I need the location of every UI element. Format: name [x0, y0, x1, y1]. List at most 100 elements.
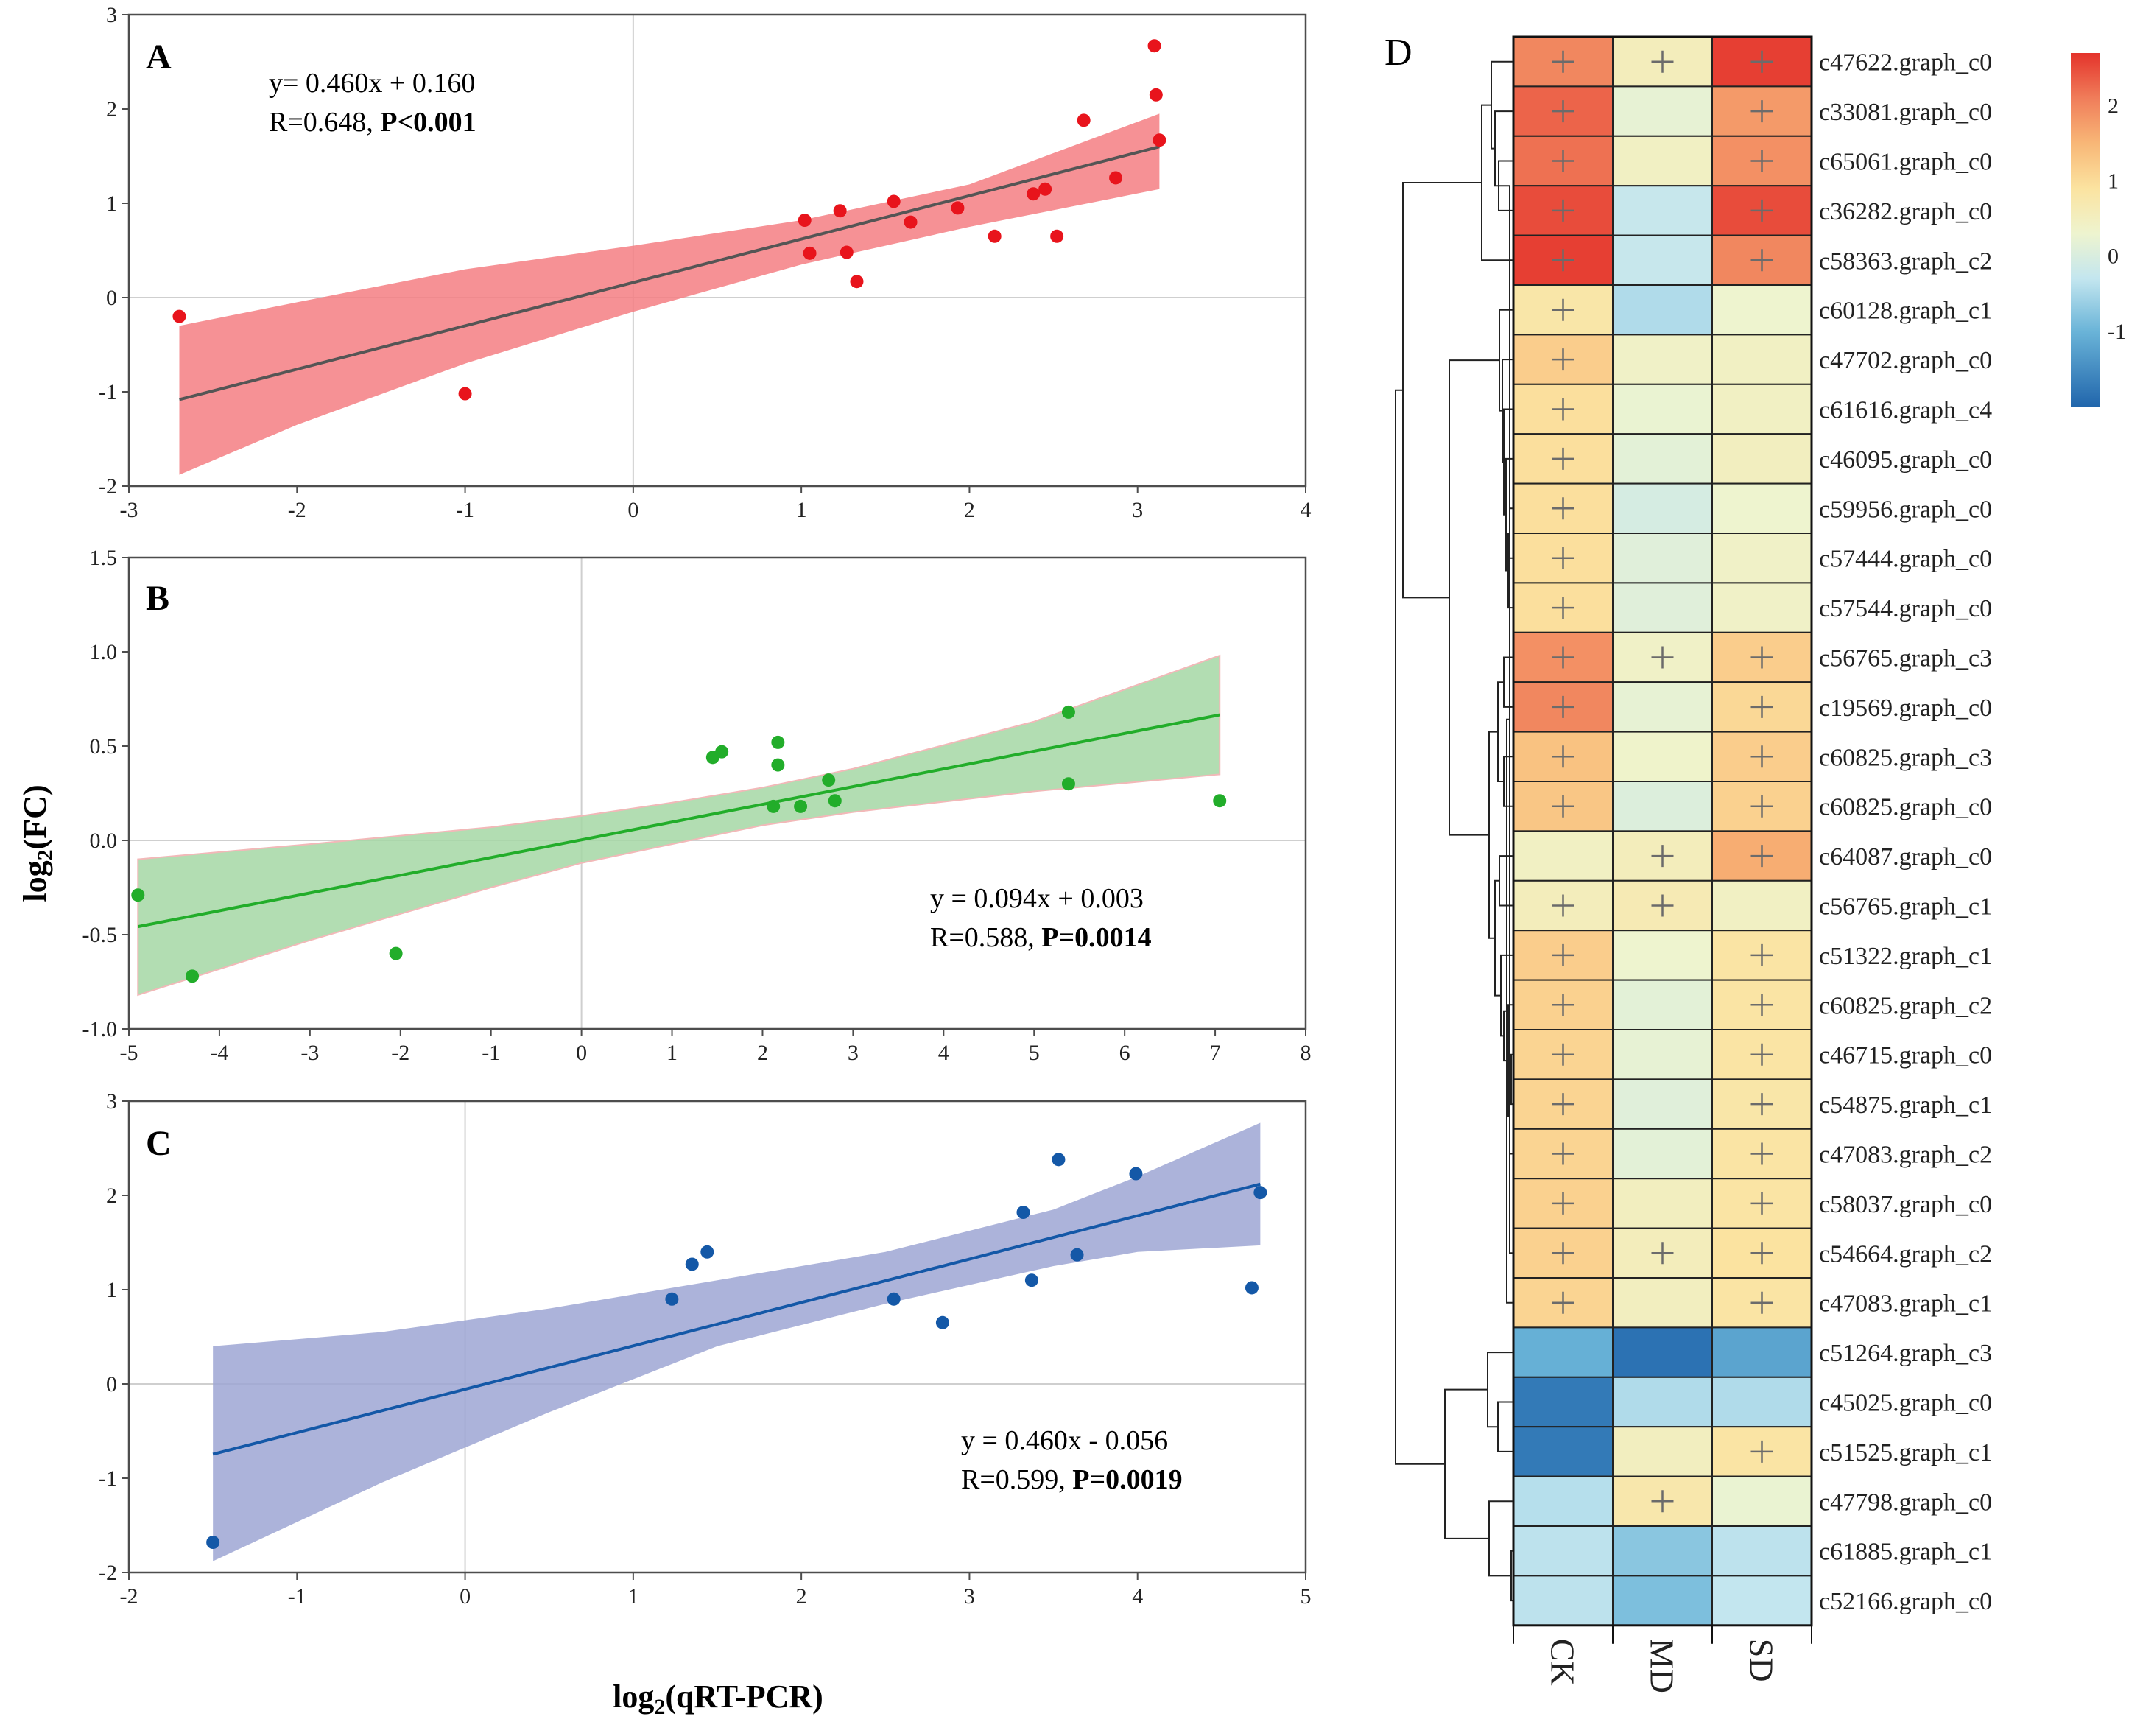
data-point — [1245, 1281, 1259, 1295]
plus-marker — [1552, 199, 1574, 222]
heatmap-cell — [1612, 1078, 1713, 1130]
y-tick-label: 1.5 — [90, 546, 118, 570]
x-tick-label: -1 — [456, 498, 474, 522]
plus-marker — [1750, 150, 1773, 172]
data-point — [1024, 1273, 1038, 1287]
row-label: c57444.graph_c0 — [1819, 546, 1992, 573]
x-tick-label: -1 — [288, 1584, 306, 1609]
regression-line — [212, 1182, 1261, 1456]
data-point — [1061, 777, 1075, 791]
plus-marker — [1651, 1490, 1674, 1513]
row-label: c19569.graph_c0 — [1819, 695, 1992, 722]
x-tick-label: -2 — [288, 498, 306, 522]
plus-marker — [1750, 845, 1773, 868]
data-point — [771, 758, 785, 772]
row-label: c60128.graph_c1 — [1819, 298, 1992, 325]
plus-marker — [1552, 100, 1574, 123]
heatmap-cell — [1612, 1376, 1713, 1428]
colorbar-tick-label: 0 — [2108, 245, 2119, 269]
data-point — [803, 246, 817, 260]
plus-marker — [1750, 1291, 1773, 1314]
y-axis-label: log2(FC) — [17, 784, 57, 902]
heatmap-cell — [1612, 185, 1713, 236]
heatmap-cell — [1711, 284, 1812, 336]
dendrogram-branch — [1494, 110, 1513, 187]
confidence-band — [213, 1122, 1261, 1561]
plus-marker — [1552, 298, 1574, 321]
heatmap-cell — [1513, 1475, 1614, 1527]
data-point — [665, 1292, 679, 1306]
row-label: c65061.graph_c0 — [1819, 149, 1992, 176]
plus-marker — [1552, 994, 1574, 1016]
heatmap-cell — [1612, 284, 1713, 336]
heatmap-cell — [1711, 1326, 1812, 1378]
y-tick-label: 1.0 — [90, 640, 118, 664]
heatmap-cell — [1612, 731, 1713, 782]
plus-marker — [1651, 50, 1674, 73]
panel-a-equation: y= 0.460x + 0.160 — [269, 68, 475, 99]
data-point — [794, 799, 808, 813]
heatmap-cell — [1711, 1575, 1812, 1626]
x-tick-label: 7 — [1210, 1041, 1221, 1065]
plus-marker — [1750, 1142, 1773, 1165]
data-point — [715, 745, 729, 759]
row-label: c64087.graph_c0 — [1819, 843, 1992, 871]
heatmap-cell — [1612, 334, 1713, 385]
y-tick-label: 0 — [106, 1372, 117, 1396]
plus-marker — [1750, 199, 1773, 222]
row-label: c36282.graph_c0 — [1819, 198, 1992, 225]
heatmap-cell — [1612, 582, 1713, 633]
confidence-band — [179, 113, 1160, 475]
regression-line — [178, 145, 1160, 401]
heatmap-cell — [1612, 681, 1713, 733]
regression-line — [137, 713, 1220, 929]
data-point — [798, 214, 812, 228]
plus-marker — [1651, 1242, 1674, 1265]
y-tick-label: -0.5 — [82, 923, 118, 947]
dendrogram-branch — [1488, 1500, 1513, 1577]
x-tick-label: 4 — [1301, 498, 1312, 522]
heatmap-cell — [1711, 1376, 1812, 1428]
column-label: CK — [1544, 1639, 1582, 1686]
plus-marker — [1651, 845, 1674, 868]
row-label: c59956.graph_c0 — [1819, 496, 1992, 523]
row-label: c33081.graph_c0 — [1819, 99, 1992, 126]
dendrogram-branch — [1488, 731, 1498, 939]
dendrogram-branch — [1402, 181, 1482, 599]
plus-marker — [1552, 646, 1574, 669]
data-point — [767, 799, 781, 813]
colorbar-tick-label: 2 — [2108, 94, 2119, 118]
plus-marker — [1552, 1291, 1574, 1314]
plus-marker — [1750, 646, 1773, 669]
x-tick-label: -2 — [120, 1584, 138, 1609]
plus-marker — [1552, 745, 1574, 768]
panel-d-letter: D — [1384, 32, 1412, 74]
data-point — [186, 969, 200, 983]
heatmap-cell — [1612, 1178, 1713, 1229]
plus-marker — [1552, 597, 1574, 619]
heatmap-cell — [1612, 1277, 1713, 1329]
heatmap-cell — [1612, 533, 1713, 584]
row-label: c56765.graph_c3 — [1819, 645, 1992, 672]
x-tick-label: 1 — [666, 1041, 678, 1065]
panel-b-equation: y = 0.094x + 0.003 — [930, 883, 1144, 914]
plus-marker — [1750, 695, 1773, 718]
heatmap-cell — [1711, 879, 1812, 932]
heatmap-cell — [1711, 1525, 1812, 1577]
plus-marker — [1552, 1043, 1574, 1066]
data-point — [1070, 1248, 1084, 1262]
x-tick-label: 4 — [938, 1041, 949, 1065]
data-point — [887, 194, 901, 208]
panel-b-plot-area: -5 -4 -3 -2 -1 0 1 2 3 4 5 6 7 8 -1.0 -0.5 0.0 0.5 1.0 1.5 — [82, 546, 1312, 1065]
heatmap-cell — [1513, 1426, 1614, 1477]
row-label: c47083.graph_c2 — [1819, 1142, 1992, 1169]
x-tick-label: -5 — [120, 1041, 138, 1065]
heatmap-frame — [1512, 35, 1813, 1627]
data-point — [1016, 1206, 1030, 1220]
plus-marker — [1651, 894, 1674, 917]
heatmap-cell — [1612, 1326, 1713, 1378]
heatmap-cell — [1612, 234, 1713, 287]
plus-marker — [1552, 249, 1574, 272]
